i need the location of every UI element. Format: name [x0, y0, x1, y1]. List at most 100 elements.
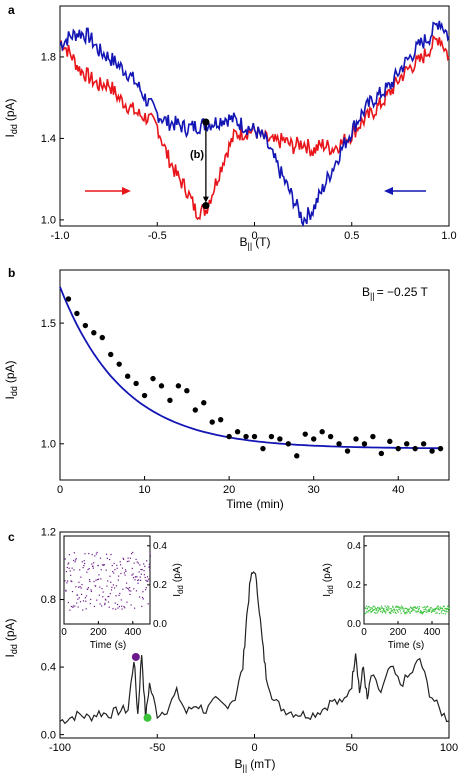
inset-left-dot — [133, 588, 135, 590]
panel-b-xtick-label: 30 — [308, 484, 320, 496]
inset-right-dot — [403, 610, 405, 612]
inset-left-dot — [135, 558, 137, 561]
inset-right-dot — [409, 612, 411, 614]
inset-right-dot — [436, 606, 439, 608]
inset-left-dot — [98, 594, 100, 596]
inset-left-dot — [102, 591, 104, 593]
inset-left-dot — [129, 593, 131, 596]
inset-right-dot — [395, 605, 397, 607]
inset-right-dot — [432, 610, 434, 612]
panel-b-point — [184, 387, 190, 394]
inset-left-dot — [100, 569, 102, 571]
inset-left-dot — [79, 569, 81, 571]
inset-left-dot — [101, 564, 104, 566]
panel-b-point — [404, 441, 410, 447]
inset-left-dot — [84, 553, 86, 555]
inset-right-dot — [383, 611, 385, 613]
inset-left-dot — [146, 576, 149, 578]
inset-left-dot — [91, 553, 93, 556]
inset-left-dot — [93, 580, 95, 583]
panel-b-point — [344, 448, 351, 454]
inset-right-dot — [437, 608, 439, 610]
inset-left-dot — [74, 559, 77, 561]
inset-right-dot — [445, 608, 447, 610]
inset-left-dot — [144, 576, 146, 579]
inset-right-dot — [426, 610, 428, 612]
inset-right-dot — [406, 610, 408, 612]
inset-right-dot — [431, 608, 433, 610]
inset-right-dot — [435, 608, 437, 611]
inset-left-dot — [82, 600, 85, 602]
panel-b-point — [217, 416, 224, 423]
inset-left-dot — [118, 594, 120, 597]
inset-right-dot — [442, 609, 444, 611]
panel-a-ylabel: Idd(pA) — [3, 98, 19, 137]
inset-right-dot — [387, 605, 389, 607]
inset-left-dot — [90, 598, 92, 601]
inset-right-dot — [385, 611, 387, 613]
inset-right-dot — [444, 613, 446, 615]
panel-b-point — [378, 450, 385, 457]
panel-b-point — [285, 441, 292, 447]
inset-left-dot — [87, 568, 89, 571]
inset-right-dot — [399, 606, 401, 609]
inset-right-dot — [435, 612, 437, 614]
inset-left-dot — [132, 551, 134, 554]
inset-left-trace — [64, 551, 152, 611]
inset-right-dot — [367, 606, 369, 608]
panel-a-marker — [202, 118, 210, 126]
inset-left-dot — [115, 595, 117, 597]
inset-left-dot — [71, 580, 73, 583]
inset-left-dot — [80, 593, 83, 596]
inset-left-dot — [104, 598, 107, 600]
inset-left-dot — [97, 565, 99, 567]
inset-right-dot — [389, 611, 391, 613]
inset-left-dot — [80, 587, 82, 589]
inset-left-dot — [105, 599, 107, 601]
inset-left-dot — [125, 570, 127, 573]
inset-left-dot — [96, 599, 98, 601]
inset-left-dot — [104, 602, 106, 604]
panel-c: c -100 -50 0 50 100 0.0 0.4 0.8 1.2 Idd(pA) B||(… — [3, 527, 458, 773]
panel-a-ticks: -1.0 -0.5 0 0.5 1.0 1.0 1.4 1.8 — [41, 52, 457, 242]
inset-left-dot — [82, 609, 84, 611]
inset-left-dot — [89, 602, 91, 605]
inset-left-dot — [134, 579, 136, 581]
inset-right-dot — [429, 609, 431, 611]
inset-left-dot — [147, 578, 150, 580]
inset-left-dot — [79, 601, 82, 603]
inset-right-dot — [433, 610, 435, 612]
panel-a-markers — [202, 118, 210, 210]
inset-right-dot — [376, 608, 378, 610]
inset-left-dot — [79, 586, 81, 588]
inset-right-dot — [418, 607, 420, 610]
panel-b-point — [91, 330, 97, 336]
inset-left-dot — [119, 592, 121, 595]
inset-left-dot — [66, 566, 68, 569]
inset-right-dot — [392, 611, 394, 613]
inset-left-dot — [68, 554, 71, 556]
inset-right-dot — [387, 609, 390, 611]
inset-right-dot — [444, 607, 446, 609]
inset-right-ytick-label: 0.0 — [347, 619, 361, 630]
inset-left-dot — [72, 605, 74, 607]
inset-right-dot — [436, 607, 438, 609]
panel-b-ticks: 0 10 20 30 40 1.0 1.5 — [41, 318, 405, 496]
panel-b-point — [108, 351, 114, 358]
inset-left-dot — [74, 561, 76, 563]
inset-left-dot — [92, 565, 94, 567]
panel-c-inset-right: 0 200 400 0.0 0.2 0.4 Idd(pA) Time (s) — [322, 535, 451, 651]
inset-right-dot — [385, 607, 387, 609]
inset-left-dot — [136, 561, 138, 563]
panel-a-xlabel: B|| (T) — [239, 235, 270, 251]
inset-left-dot — [83, 564, 85, 567]
inset-left-dot — [146, 560, 148, 562]
inset-left-dot — [65, 570, 68, 573]
inset-left-dot — [123, 605, 125, 608]
inset-right-dot — [366, 607, 369, 609]
inset-right-dot — [390, 610, 393, 612]
inset-right-dot — [412, 609, 414, 611]
inset-right-dot — [386, 609, 388, 611]
panel-b-point — [319, 429, 325, 435]
panel-b-point — [226, 433, 232, 440]
